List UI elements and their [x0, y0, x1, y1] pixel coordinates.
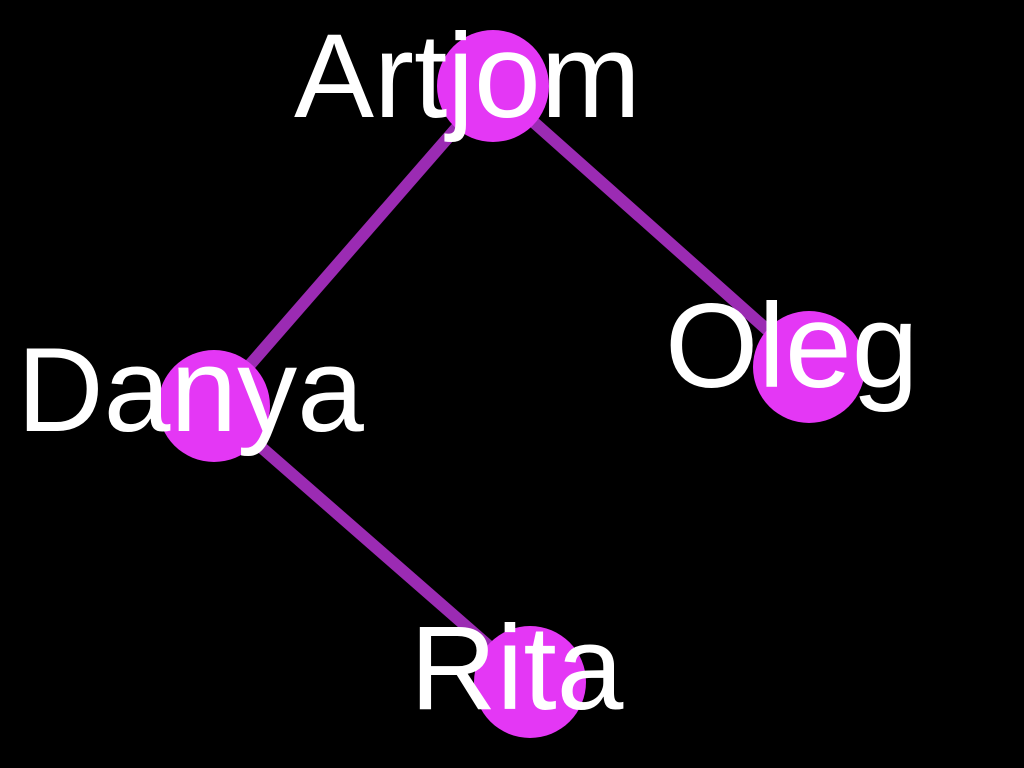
node-label-danya: Danya	[17, 323, 364, 457]
node-oleg[interactable]	[753, 311, 865, 423]
edge-artjom-danya	[209, 82, 498, 410]
labels-layer: Artjom Danya Oleg Rita	[17, 9, 918, 735]
edges-layer	[209, 81, 813, 687]
node-label-rita: Rita	[410, 601, 624, 735]
edge-artjom-oleg	[489, 81, 813, 372]
nodes-layer	[158, 30, 865, 738]
node-rita[interactable]	[474, 626, 586, 738]
node-danya[interactable]	[158, 350, 270, 462]
edge-danya-rita	[210, 401, 534, 687]
node-label-artjom: Artjom	[294, 9, 641, 143]
node-label-oleg: Oleg	[665, 279, 918, 413]
node-artjom[interactable]	[437, 30, 549, 142]
